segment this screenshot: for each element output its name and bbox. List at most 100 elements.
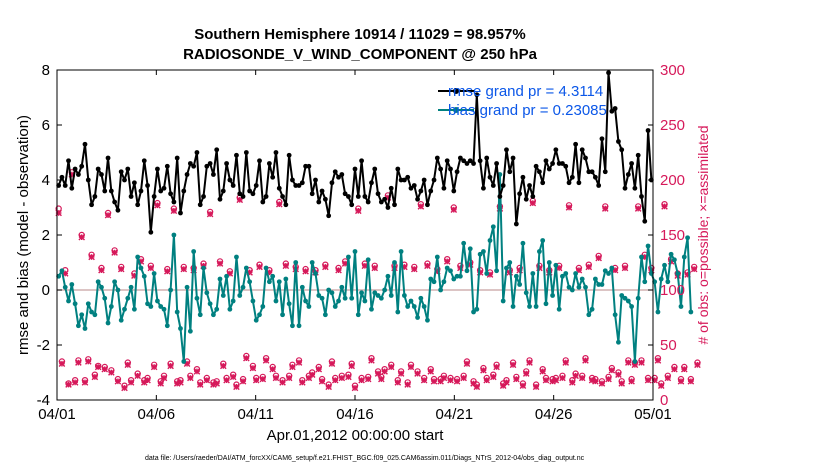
bias-point (174, 309, 180, 315)
rmse-point (263, 194, 269, 199)
obs-assimilated-point (463, 360, 471, 367)
rmse-point (362, 194, 368, 199)
x-tick-label: 04/16 (336, 406, 374, 423)
rmse-point (619, 147, 625, 153)
y2-tick-label: 100 (660, 282, 685, 299)
bias-point (112, 279, 118, 285)
rmse-point (461, 158, 467, 164)
rmse-point (382, 196, 388, 202)
rmse-point (115, 207, 121, 213)
bias-point (629, 304, 634, 309)
legend-rmse-marker (453, 88, 459, 94)
rmse-point (507, 169, 513, 175)
obs-assimilated-point (404, 381, 411, 388)
obs-assimilated-point (657, 382, 665, 389)
rmse-point (612, 106, 618, 111)
bias-point (606, 271, 611, 276)
bias-point (319, 295, 325, 301)
bias-point (369, 306, 374, 312)
rmse-point (313, 177, 318, 183)
bias-point (444, 265, 450, 271)
obs-assimilated-point (615, 371, 622, 378)
obs-assimilated-point (108, 369, 115, 376)
obs-assimilated-point (690, 265, 698, 273)
bias-point (217, 276, 223, 282)
rmse-point (187, 161, 193, 166)
obs-assimilated-point (397, 370, 405, 377)
rmse-point (303, 163, 309, 169)
bias-point (237, 293, 243, 298)
bias-point (336, 298, 341, 304)
bias-point (658, 276, 664, 282)
bias-point (316, 293, 322, 298)
rmse-point (632, 185, 638, 191)
obs-assimilated-point (605, 375, 612, 383)
y2-tick-label: 250 (660, 117, 685, 134)
obs-assimilated-point (348, 362, 356, 370)
bias-point (286, 301, 292, 307)
y-tick-label: 2 (42, 227, 50, 244)
bias-point (82, 326, 88, 331)
obs-assimilated-point (598, 380, 606, 387)
rmse-point (141, 158, 147, 164)
rmse-point (135, 202, 141, 208)
rmse-point (639, 194, 644, 199)
bias-point (322, 312, 328, 318)
bias-point (313, 271, 318, 276)
obs-assimilated-point (285, 374, 293, 382)
obs-assimilated-point (243, 354, 250, 362)
bias-point (184, 284, 190, 290)
obs-assimilated-point (177, 379, 184, 386)
rmse-point (408, 185, 414, 191)
obs-assimilated-point (170, 207, 178, 215)
bias-point (306, 304, 312, 309)
bias-point (573, 271, 579, 276)
rmse-point (224, 161, 229, 166)
bias-point (553, 262, 559, 268)
bias-point (556, 306, 562, 312)
bias-point (197, 312, 203, 318)
rmse-point (484, 155, 490, 161)
obs-assimilated-point (368, 357, 375, 364)
bias-point (362, 298, 368, 304)
obs-assimilated-point (410, 265, 418, 273)
rmse-point (316, 199, 322, 205)
rmse-point (375, 191, 381, 197)
obs-assimilated-point (144, 376, 151, 384)
bias-point (227, 306, 233, 312)
rmse-point (230, 183, 236, 188)
rmse-point (609, 108, 615, 114)
obs-assimilated-point (318, 378, 326, 385)
obs-assimilated-point (180, 265, 188, 273)
obs-assimilated-point (219, 362, 227, 370)
rmse-point (596, 183, 602, 188)
rmse-point (253, 183, 259, 188)
bias-point (510, 304, 516, 309)
chart-subtitle: RADIOSONDE_V_WIND_COMPONENT @ 250 hPa (183, 46, 538, 63)
rmse-point (276, 185, 282, 191)
obs-assimilated-point (572, 372, 579, 380)
obs-assimilated-point (526, 359, 533, 366)
bias-point (365, 257, 371, 263)
bias-point (342, 295, 348, 301)
rmse-point (510, 155, 516, 161)
rmse-point (494, 161, 499, 166)
obs-assimilated-point (279, 379, 286, 386)
bias-point (474, 306, 480, 312)
rmse-point (286, 152, 292, 158)
obs-assimilated-point (565, 204, 573, 211)
rmse-point (579, 147, 585, 153)
bias-point (270, 273, 276, 279)
bias-point (164, 323, 170, 329)
bias-point (500, 298, 506, 304)
obs-assimilated-point (81, 379, 89, 386)
obs-assimilated-point (381, 368, 388, 375)
obs-assimilated-point (147, 264, 155, 272)
obs-assimilated-point (671, 365, 678, 373)
obs-assimilated-point (216, 260, 224, 267)
bias-point (69, 282, 75, 287)
obs-assimilated-point (354, 207, 362, 215)
bias-point (148, 304, 154, 309)
rmse-point (569, 174, 575, 180)
